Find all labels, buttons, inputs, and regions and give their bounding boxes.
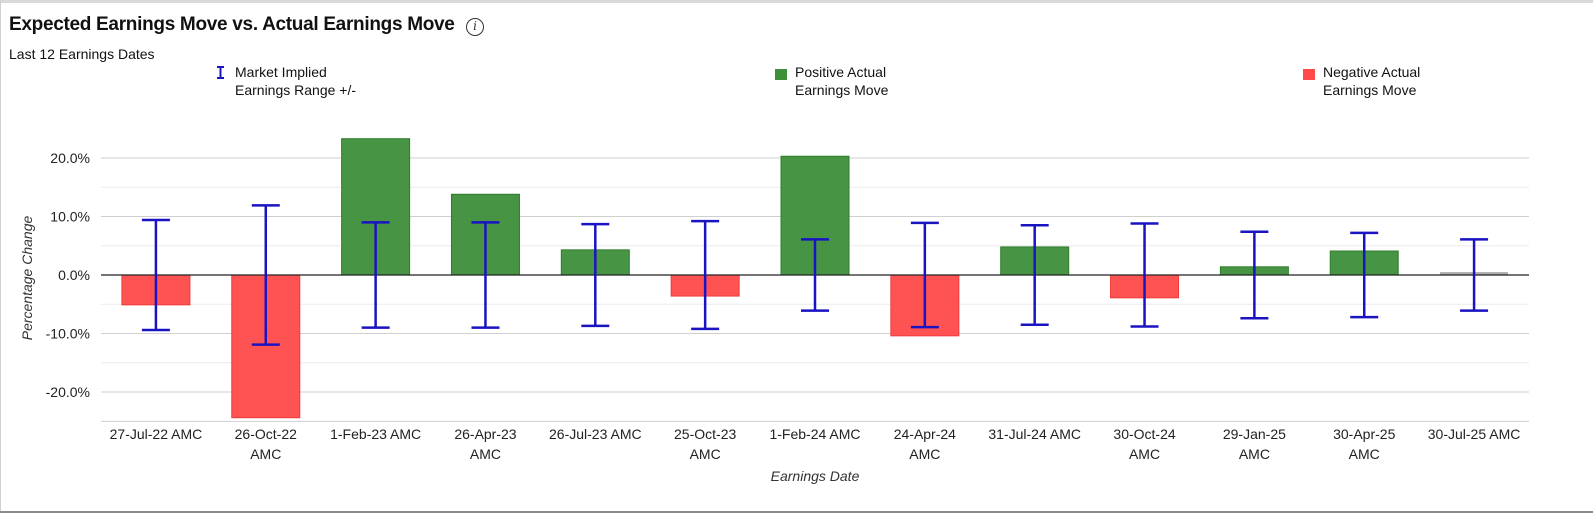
range-marker — [1240, 230, 1269, 320]
left-border — [0, 0, 1, 513]
legend-label-positive: Positive Actual Earnings Move — [795, 64, 889, 98]
x-axis-title: Earnings Date — [771, 468, 860, 484]
range-marker — [361, 221, 390, 329]
chart-title: Expected Earnings Move vs. Actual Earnin… — [9, 14, 455, 35]
bottom-border — [0, 511, 1593, 513]
y-tick-label: -20.0% — [46, 384, 90, 400]
x-tick-label: 26-Jul-23 AMC — [549, 426, 642, 442]
bar — [231, 274, 301, 419]
range-marker — [581, 222, 610, 328]
range-marker — [910, 221, 939, 329]
x-tick-label: 30-Jul-25 AMC — [1428, 426, 1521, 442]
x-tick-label: 31-Jul-24 AMC — [988, 426, 1081, 442]
info-icon[interactable]: i — [466, 18, 484, 36]
x-tick-label: 27-Jul-22 AMC — [110, 426, 203, 442]
x-tick-label: 25-Oct-23 AMC — [674, 426, 736, 462]
range-marker — [1020, 224, 1049, 326]
bars — [121, 138, 1509, 419]
y-tick-label: 10.0% — [50, 209, 90, 225]
range-marker — [141, 218, 170, 332]
range-marker — [1460, 238, 1489, 312]
grid-lines — [101, 157, 1529, 422]
chart-subtitle: Last 12 Earnings Dates — [9, 46, 155, 62]
y-tick-labels: 20.0% 10.0% 0.0% -10.0% -20.0% — [46, 150, 90, 400]
range-marker — [1130, 222, 1159, 328]
bar — [1329, 250, 1399, 276]
bar — [780, 155, 850, 276]
range-marker — [801, 238, 829, 312]
range-marker — [471, 221, 500, 329]
x-tick-label: 1-Feb-23 AMC — [330, 426, 421, 442]
bar — [1110, 274, 1180, 299]
x-tick-label: 1-Feb-24 AMC — [769, 426, 860, 442]
x-tick-label: 29-Jan-25 AMC — [1223, 426, 1286, 462]
y-axis-title: Percentage Change — [19, 216, 35, 341]
range-marker — [1350, 231, 1379, 319]
y-tick-label: 20.0% — [50, 150, 90, 166]
x-tick-label: 24-Apr-24 AMC — [894, 426, 956, 462]
bar — [890, 274, 960, 337]
range-markers — [141, 204, 1489, 346]
x-tick-labels: 27-Jul-22 AMC 26-Oct-22 AMC 1-Feb-23 AMC 26-… — [110, 426, 1521, 462]
x-tick-label: 30-Oct-24 AMC — [1113, 426, 1175, 462]
top-border — [0, 0, 1593, 3]
legend-label-negative: Negative Actual Earnings Move — [1323, 64, 1421, 98]
x-tick-label: 26-Apr-23 AMC — [454, 426, 516, 462]
x-tick-label: 26-Oct-22 AMC — [235, 426, 297, 462]
positive-swatch-icon — [775, 69, 787, 80]
bar — [1440, 272, 1509, 275]
y-tick-label: -10.0% — [46, 326, 90, 342]
bar — [560, 249, 630, 276]
bar — [121, 274, 191, 306]
range-marker — [691, 219, 720, 331]
range-marker-icon — [217, 66, 224, 79]
bar — [450, 193, 520, 276]
range-marker — [251, 204, 280, 346]
axis-titles: Earnings Date Percentage Change — [19, 216, 860, 484]
y-tick-label: 0.0% — [58, 267, 90, 283]
negative-swatch-icon — [1303, 69, 1315, 80]
bar — [1000, 246, 1070, 276]
bar — [1219, 266, 1289, 276]
legend-label-implied: Market Implied Earnings Range +/- — [235, 64, 357, 98]
x-tick-label: 30-Apr-25 AMC — [1333, 426, 1395, 462]
bar — [670, 274, 740, 297]
bar — [341, 138, 411, 276]
